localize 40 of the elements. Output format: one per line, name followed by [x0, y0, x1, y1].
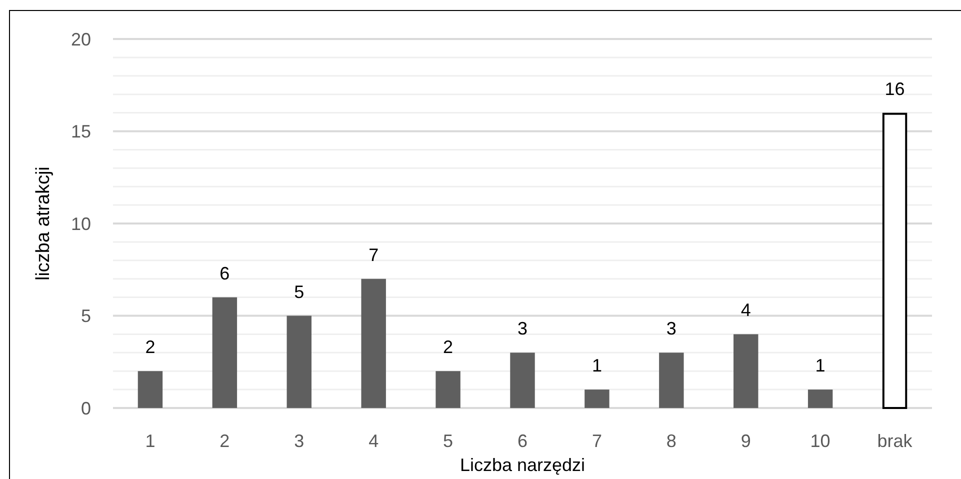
data-label: 16: [884, 78, 905, 99]
bar: [734, 334, 758, 408]
y-tick-label: 10: [70, 214, 91, 234]
y-tick-label: 0: [80, 398, 91, 418]
bar: [882, 112, 908, 409]
data-label: 3: [517, 318, 528, 339]
x-tick-label: 1: [145, 431, 156, 451]
y-tick-label: 15: [70, 122, 91, 142]
bar: [361, 278, 386, 408]
bar: [808, 390, 833, 408]
x-tick-label: 8: [666, 431, 676, 451]
x-tick-label: 7: [592, 431, 602, 451]
x-tick-label: 10: [810, 431, 830, 451]
x-tick-label: 4: [368, 431, 379, 451]
x-tick-label: 6: [517, 431, 528, 451]
bar: [138, 371, 163, 408]
data-label: 1: [592, 356, 602, 376]
data-label: 7: [368, 244, 379, 265]
y-tick-label: 5: [80, 306, 91, 326]
data-label: 2: [145, 337, 156, 358]
x-tick-label: 5: [443, 431, 454, 451]
bar: [510, 352, 535, 408]
bar: [212, 297, 238, 408]
data-label: 6: [220, 263, 230, 284]
y-axis-title: liczba atrakcji: [33, 166, 54, 281]
bar: [436, 371, 460, 408]
x-tick-label: brak: [877, 431, 914, 451]
bar: [659, 352, 684, 408]
data-label: 3: [666, 318, 676, 339]
data-label: 1: [815, 356, 826, 376]
bar: [286, 316, 312, 408]
x-tick-label: 9: [740, 431, 751, 451]
bar: [584, 390, 610, 408]
x-tick-label: 3: [294, 431, 304, 451]
x-axis-title: Liczba narzędzi: [460, 455, 586, 475]
x-tick-label: 2: [220, 431, 230, 451]
data-label: 2: [443, 337, 454, 358]
y-tick-label: 20: [70, 29, 91, 50]
data-label: 5: [294, 282, 304, 302]
data-label: 4: [740, 300, 751, 320]
